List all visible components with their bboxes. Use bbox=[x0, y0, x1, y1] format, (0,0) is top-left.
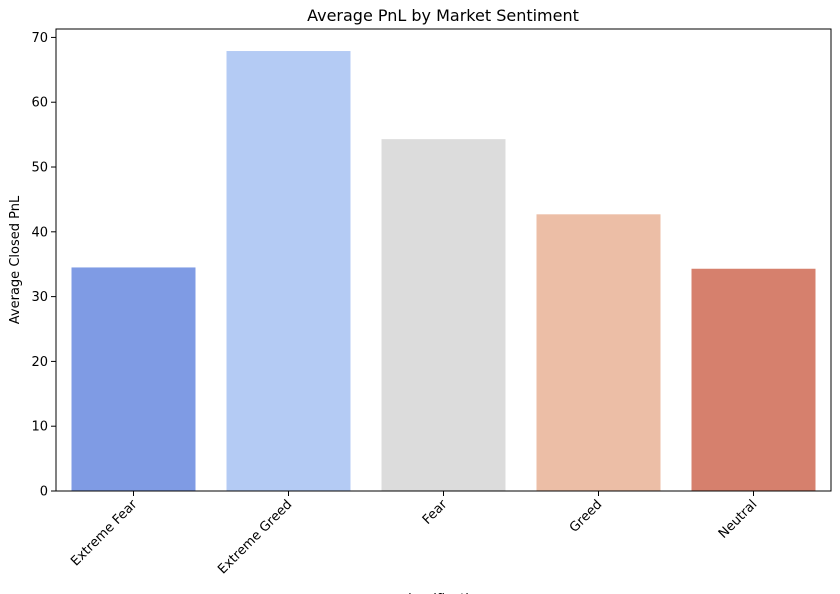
y-tick-label: 20 bbox=[31, 355, 48, 370]
y-tick-label: 0 bbox=[40, 485, 48, 500]
chart-title: Average PnL by Market Sentiment bbox=[307, 6, 579, 25]
bar bbox=[536, 214, 661, 492]
y-tick-label: 50 bbox=[31, 161, 48, 176]
y-tick-label: 30 bbox=[31, 290, 48, 305]
bar bbox=[691, 268, 816, 491]
bars-group bbox=[71, 51, 816, 492]
y-axis: 0 10 20 30 40 50 60 70 bbox=[31, 31, 56, 500]
y-axis-label: Average Closed PnL bbox=[8, 195, 23, 324]
x-axis: Extreme Fear Extreme Greed Fear Greed Neutra… bbox=[68, 491, 760, 577]
x-tick-label: Neutral bbox=[716, 497, 761, 542]
y-tick-label: 40 bbox=[31, 225, 48, 240]
bar bbox=[381, 139, 506, 491]
bar bbox=[226, 51, 351, 492]
x-tick-label: Extreme Fear bbox=[68, 497, 141, 570]
bar bbox=[71, 267, 196, 491]
x-tick-label: Greed bbox=[567, 497, 605, 535]
y-tick-label: 70 bbox=[31, 31, 48, 46]
x-tick-label: Extreme Greed bbox=[215, 497, 295, 577]
y-tick-label: 10 bbox=[31, 420, 48, 435]
x-tick-label: Fear bbox=[420, 497, 451, 528]
x-axis-label: classification bbox=[401, 592, 485, 594]
y-tick-label: 60 bbox=[31, 96, 48, 111]
